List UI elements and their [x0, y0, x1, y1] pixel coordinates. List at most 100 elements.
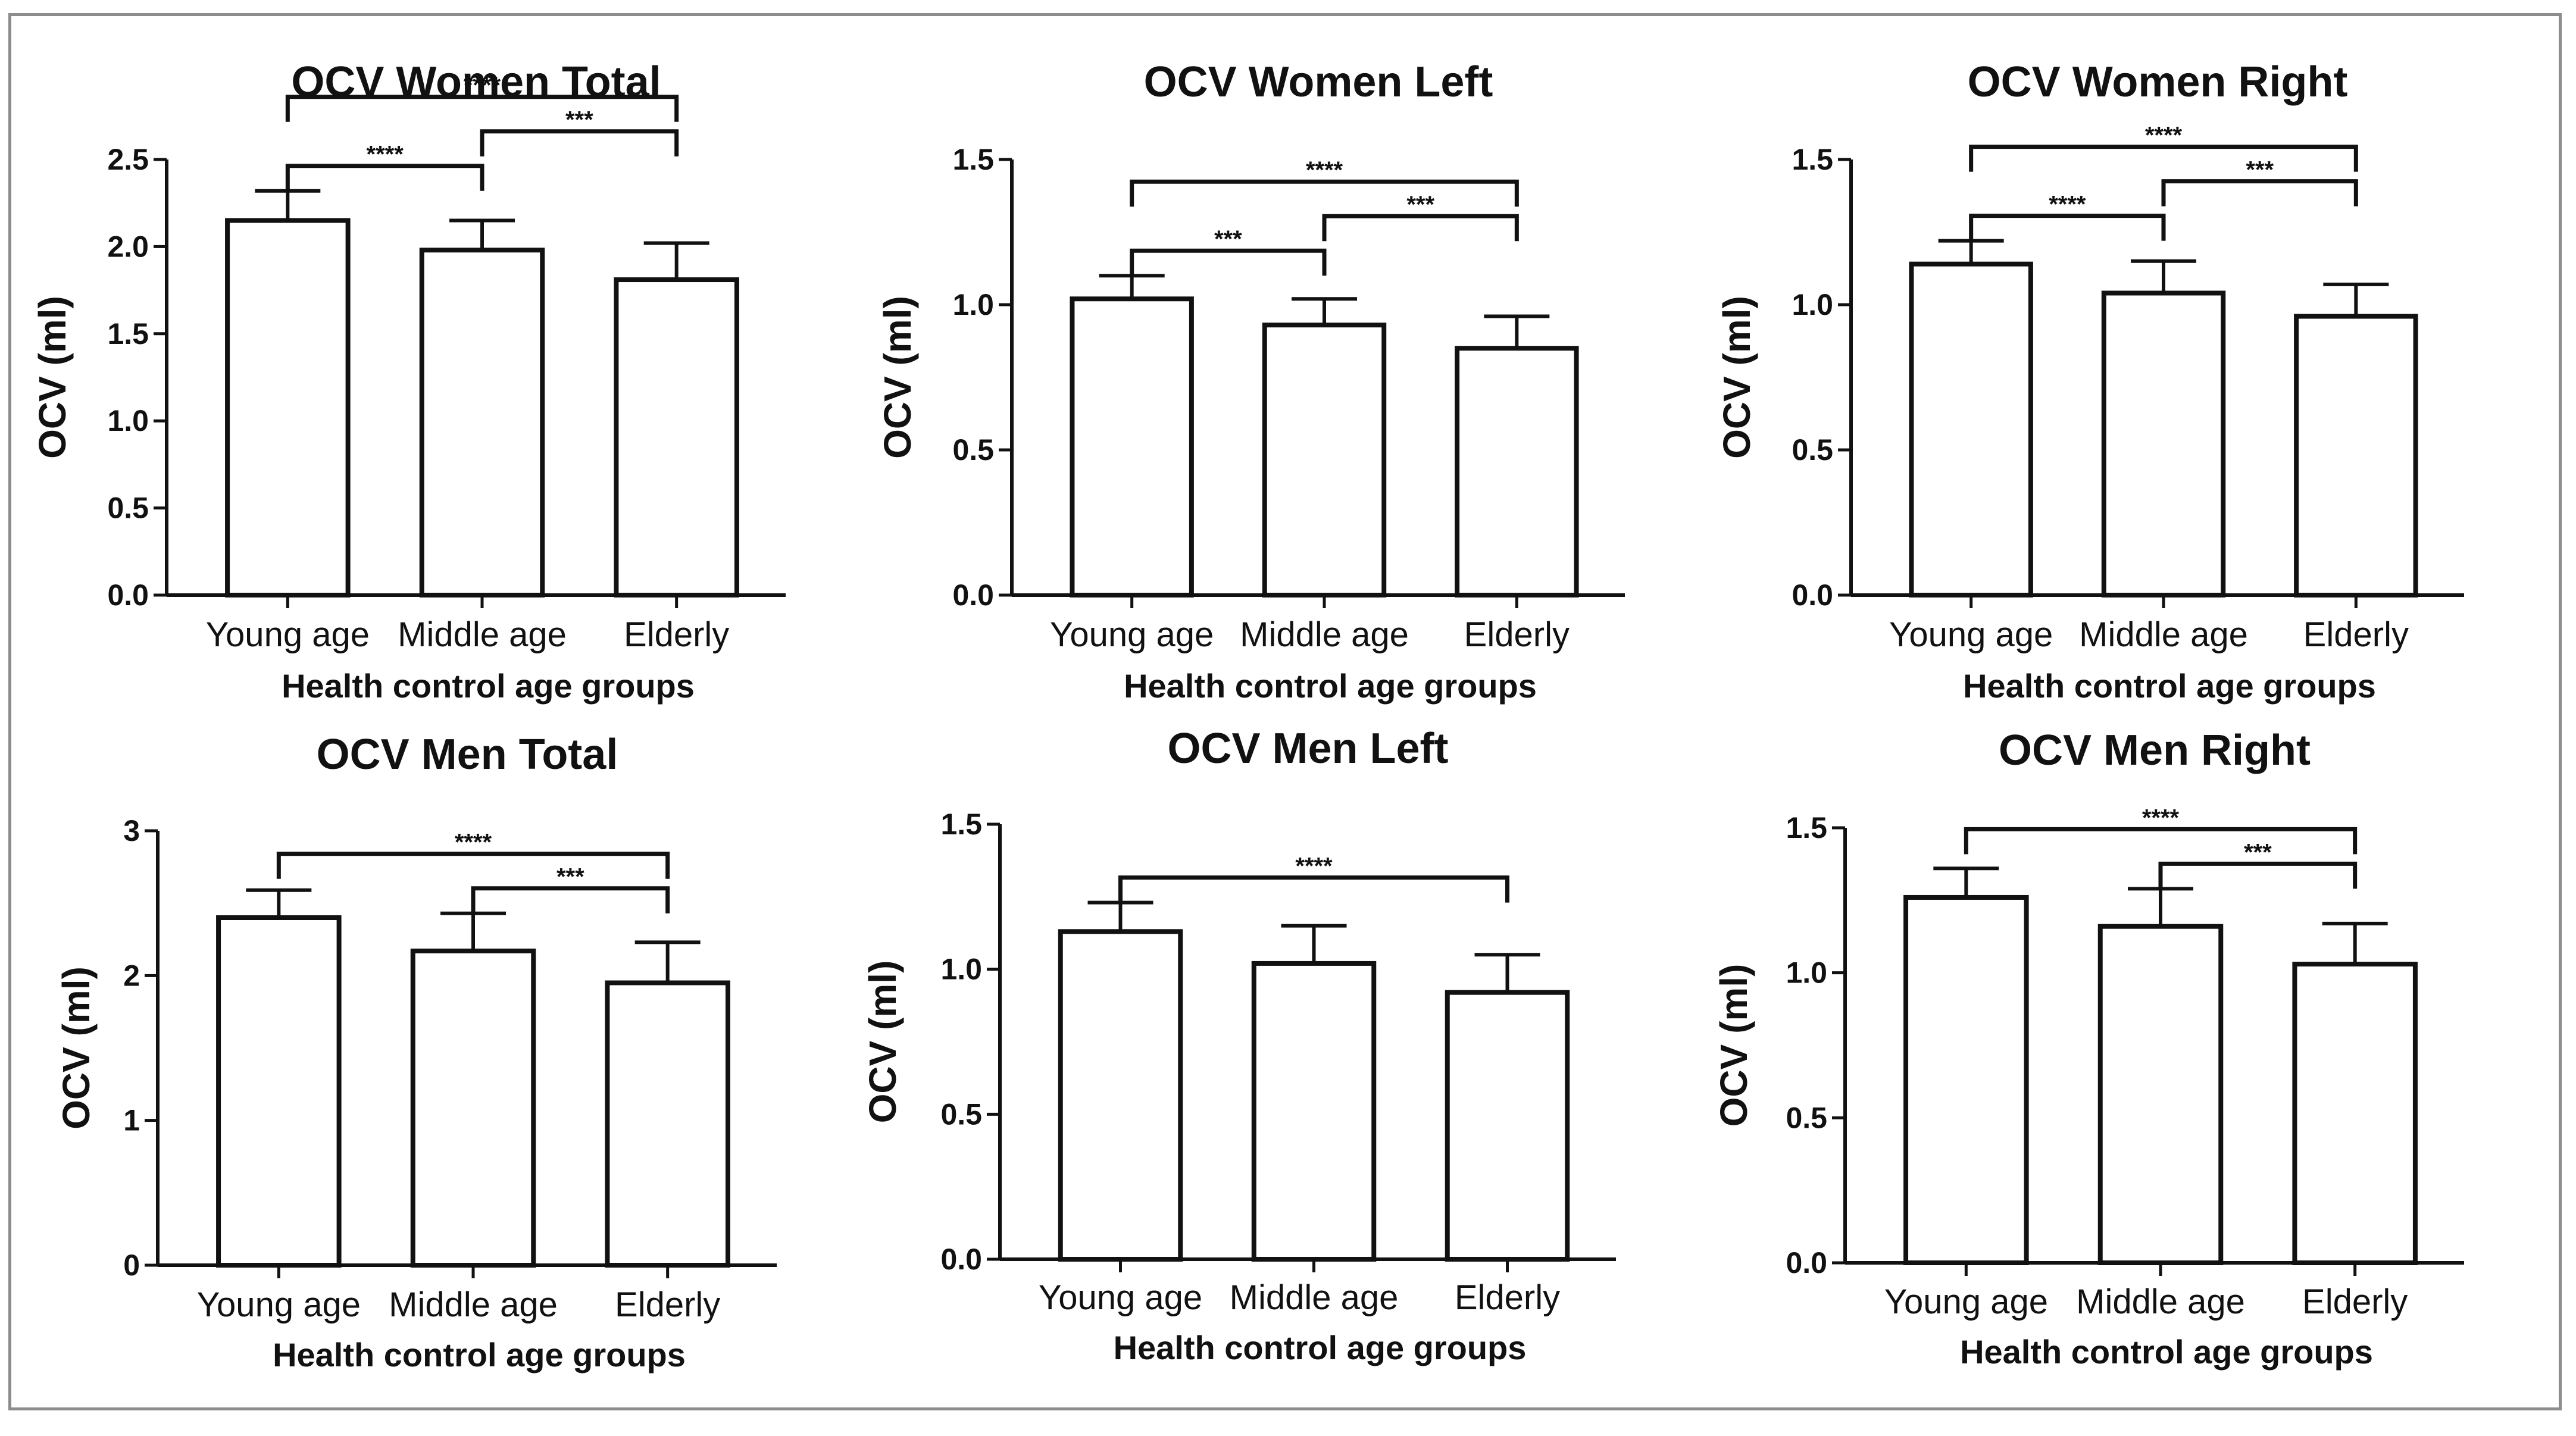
x-category-label: Middle age	[398, 615, 567, 654]
x-axis-label: Health control age groups	[1963, 667, 2376, 705]
bar-middle-age	[2104, 293, 2223, 595]
significance-bracket	[473, 888, 668, 913]
y-axis-label: OCV (ml)	[1712, 964, 1755, 1127]
bar-elderly	[1448, 993, 1568, 1259]
significance-label: ***	[1406, 192, 1434, 218]
x-category-label: Young age	[1039, 1278, 1202, 1317]
x-category-label: Elderly	[2302, 1282, 2408, 1321]
significance-label: ****	[2142, 805, 2180, 831]
chart-title: OCV Women Left	[1144, 58, 1493, 106]
x-category-label: Elderly	[1464, 615, 1570, 654]
y-tick-label: 2.5	[107, 143, 149, 176]
x-axis-label: Health control age groups	[1124, 667, 1537, 705]
significance-label: ****	[455, 830, 492, 856]
y-tick-label: 0.0	[107, 578, 149, 612]
figure: OCV Women Total OCV (ml) 0.0 0.5 1.0 1.5 2.0 2.…	[0, 0, 2576, 1436]
x-axis-label: Health control age groups	[282, 667, 695, 705]
significance-bracket	[1132, 251, 1324, 276]
chart-panel-4: OCV Men Total OCV (ml) 0 1 2 3 Young age Middle…	[55, 731, 777, 1374]
y-tick-label: 0.0	[940, 1243, 982, 1276]
chart-title: OCV Men Total	[317, 731, 618, 778]
significance-bracket	[1121, 878, 1508, 903]
x-category-label: Elderly	[624, 615, 729, 654]
y-axis-label: OCV (ml)	[861, 961, 904, 1124]
bar-middle-age	[1254, 963, 1374, 1259]
significance-label: ***	[2246, 157, 2274, 183]
y-axis-label: OCV (ml)	[876, 296, 919, 459]
chart-title: OCV Women Right	[1968, 58, 2348, 106]
x-category-label: Elderly	[2303, 615, 2409, 654]
x-category-label: Young age	[206, 615, 370, 654]
y-tick-label: 0.0	[1792, 578, 1833, 612]
bar-elderly	[1457, 348, 1576, 595]
bar-elderly	[2294, 964, 2415, 1263]
significance-label: ****	[2145, 123, 2183, 149]
significance-bracket	[1966, 829, 2355, 854]
x-axis-label: Health control age groups	[1114, 1329, 1527, 1366]
bar-young-age	[218, 918, 339, 1265]
bar-young-age	[1911, 264, 2030, 595]
chart-title: OCV Men Left	[1167, 725, 1448, 772]
significance-label: ****	[367, 142, 404, 168]
y-tick-label: 1.5	[1792, 143, 1833, 176]
x-category-label: Middle age	[389, 1285, 558, 1324]
y-tick-label: 1	[123, 1104, 140, 1137]
significance-bracket	[1324, 216, 1517, 241]
y-tick-label: 0.5	[107, 492, 149, 525]
x-axis-label: Health control age groups	[273, 1336, 686, 1374]
significance-bracket	[1132, 182, 1517, 207]
significance-bracket	[287, 166, 482, 191]
y-axis-label: OCV (ml)	[1715, 296, 1758, 459]
bar-young-age	[1061, 931, 1181, 1259]
y-tick-label: 1.0	[952, 288, 994, 321]
y-tick-label: 1.5	[1786, 811, 1827, 844]
significance-label: ****	[1306, 157, 1343, 183]
significance-label: ****	[2049, 192, 2086, 218]
y-tick-label: 0.5	[1792, 433, 1833, 467]
y-tick-label: 1.0	[107, 404, 149, 437]
bar-young-age	[1906, 897, 2027, 1263]
bar-middle-age	[1265, 325, 1384, 595]
significance-bracket	[1971, 147, 2356, 172]
y-axis-label: OCV (ml)	[31, 296, 74, 459]
y-tick-label: 2.0	[107, 230, 149, 263]
x-category-label: Young age	[1884, 1282, 2048, 1321]
x-category-label: Middle age	[1230, 1278, 1399, 1317]
chart-title: OCV Men Right	[1999, 727, 2311, 774]
bar-young-age	[227, 220, 348, 595]
chart-panel-6: OCV Men Right OCV (ml) 0.0 0.5 1.0 1.5 Young a…	[1712, 727, 2464, 1371]
bar-middle-age	[413, 951, 534, 1265]
significance-label: ***	[565, 107, 593, 133]
x-category-label: Young age	[197, 1285, 361, 1324]
significance-bracket	[2161, 864, 2355, 888]
x-category-label: Young age	[1050, 615, 1214, 654]
y-tick-label: 1.0	[1786, 956, 1827, 990]
y-tick-label: 1.5	[107, 317, 149, 351]
significance-label: ***	[557, 864, 584, 890]
y-axis-label: OCV (ml)	[55, 966, 98, 1130]
bar-elderly	[607, 983, 728, 1266]
significance-bracket	[279, 854, 667, 879]
x-category-label: Elderly	[1455, 1278, 1560, 1317]
y-tick-label: 0.5	[1786, 1101, 1827, 1134]
significance-bracket	[1971, 216, 2164, 241]
y-tick-label: 0.5	[952, 433, 994, 467]
y-tick-label: 2	[123, 959, 140, 992]
bar-middle-age	[422, 250, 543, 595]
y-tick-label: 0.0	[1786, 1246, 1827, 1279]
y-tick-label: 0	[123, 1249, 140, 1282]
y-tick-label: 1.0	[940, 953, 982, 986]
significance-label: ****	[1295, 853, 1333, 880]
y-tick-label: 1.5	[952, 143, 994, 176]
charts-canvas: OCV Women TotalOCV (ml)0.00.51.01.52.02.…	[0, 0, 2576, 1436]
bar-elderly	[616, 280, 737, 595]
y-tick-label: 3	[123, 814, 140, 847]
x-category-label: Middle age	[1240, 615, 1409, 654]
significance-label: ***	[2244, 839, 2272, 865]
chart-panel-5: OCV Men Left OCV (ml) 0.0 0.5 1.0 1.5 Young ag…	[861, 725, 1616, 1366]
bar-elderly	[2296, 317, 2415, 595]
chart-panel-3: OCV Women Right OCV (ml) 0.0 0.5 1.0 1.5 Young…	[1715, 58, 2464, 705]
bar-young-age	[1072, 299, 1191, 595]
y-tick-label: 1.0	[1792, 288, 1833, 321]
